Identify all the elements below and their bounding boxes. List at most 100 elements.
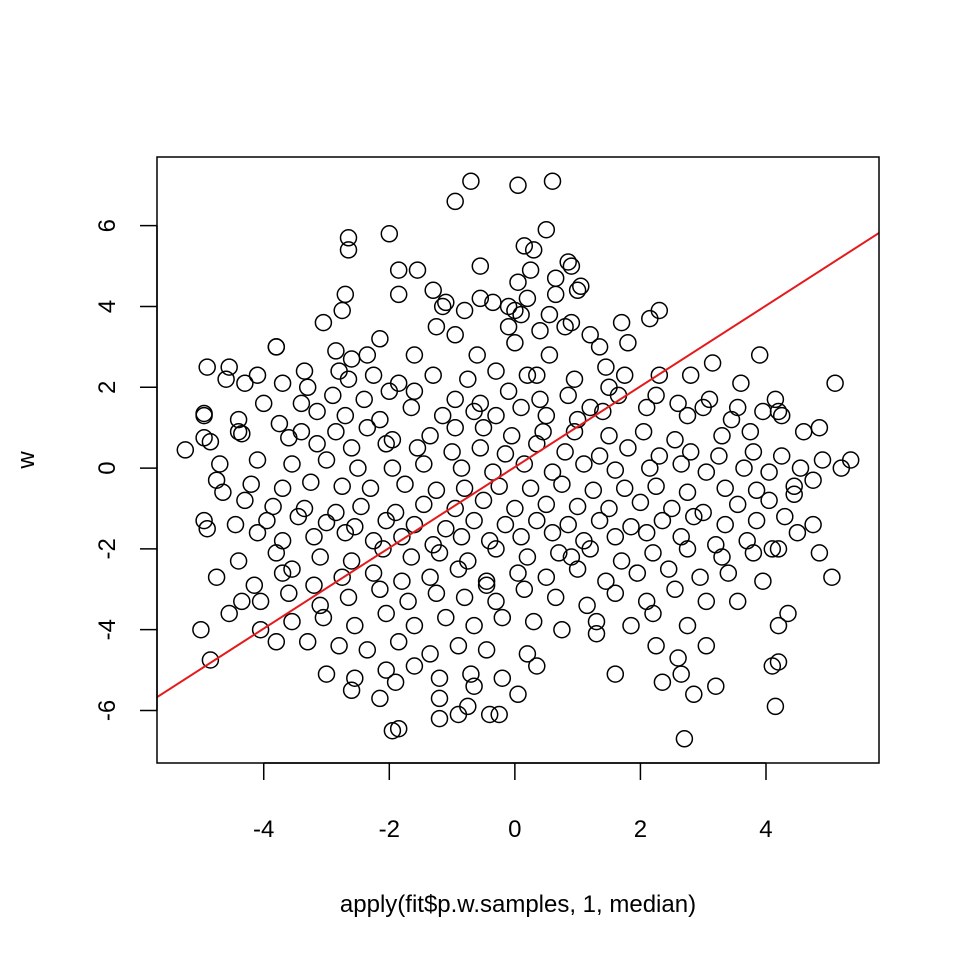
data-point — [449, 637, 468, 655]
data-point — [427, 481, 446, 500]
data-point — [518, 548, 537, 566]
data-point — [267, 633, 286, 651]
data-point — [465, 677, 483, 695]
data-point — [575, 455, 593, 473]
data-point — [427, 317, 446, 336]
data-point — [509, 176, 527, 195]
data-point — [245, 576, 264, 594]
data-point — [267, 544, 286, 562]
data-point — [697, 592, 716, 611]
data-point — [327, 503, 345, 522]
data-point — [728, 398, 747, 417]
data-point — [766, 390, 785, 409]
data-point — [302, 473, 320, 491]
data-point — [681, 366, 700, 384]
data-point — [637, 398, 656, 417]
data-point — [273, 564, 292, 582]
data-point — [678, 483, 697, 502]
data-point — [236, 374, 254, 392]
data-point — [499, 382, 518, 401]
data-point — [741, 422, 760, 441]
data-point — [396, 475, 414, 493]
data-point — [342, 681, 361, 700]
data-point — [361, 479, 380, 498]
data-point — [641, 459, 659, 477]
data-point — [823, 568, 841, 586]
data-point — [672, 455, 690, 473]
data-point — [694, 398, 712, 417]
data-point — [568, 410, 587, 429]
data-point — [405, 382, 424, 401]
data-point — [346, 616, 364, 635]
y-tick-label: 6 — [94, 219, 121, 232]
data-point — [537, 495, 556, 514]
data-point — [540, 305, 559, 324]
data-point — [405, 657, 424, 675]
data-point — [280, 584, 298, 603]
data-point — [647, 477, 665, 496]
data-point — [597, 358, 615, 376]
data-point — [766, 697, 785, 716]
y-axis: -6 -4 -2 0 2 4 6 — [94, 219, 158, 721]
data-point — [562, 257, 581, 275]
data-point — [389, 285, 408, 304]
data-point — [493, 669, 512, 687]
data-point — [459, 552, 477, 570]
data-point — [509, 564, 527, 582]
data-point — [377, 435, 395, 453]
data-point — [471, 257, 490, 275]
data-point — [713, 427, 731, 445]
data-point — [685, 685, 703, 704]
data-point — [176, 441, 195, 459]
data-point — [769, 540, 788, 558]
data-point — [336, 523, 355, 542]
data-point — [524, 241, 543, 259]
data-point — [254, 394, 273, 413]
y-tick-label: 2 — [94, 381, 121, 394]
data-point — [537, 406, 556, 425]
data-point — [502, 427, 521, 445]
data-point — [581, 326, 599, 344]
data-point — [581, 398, 599, 417]
data-point — [201, 433, 220, 451]
data-point — [528, 366, 546, 384]
data-point — [317, 451, 336, 469]
data-point — [653, 673, 672, 691]
data-point — [251, 620, 270, 639]
data-point — [606, 461, 625, 479]
data-point — [515, 455, 534, 473]
data-point — [832, 459, 851, 477]
data-point — [722, 410, 741, 429]
data-point — [634, 422, 653, 441]
data-point — [509, 685, 527, 704]
data-point — [437, 608, 455, 627]
data-point — [324, 386, 342, 405]
data-point — [647, 637, 665, 655]
data-point — [590, 447, 609, 465]
data-point — [430, 709, 449, 728]
data-point — [678, 540, 697, 558]
data-point — [233, 424, 251, 443]
x-axis: -4 -2 0 2 4 — [253, 762, 773, 843]
data-point — [565, 370, 584, 388]
data-point — [389, 719, 408, 738]
data-point — [703, 354, 722, 372]
data-point — [311, 596, 329, 615]
x-tick-label: 4 — [759, 816, 772, 843]
data-point — [465, 402, 483, 421]
data-point — [217, 370, 235, 388]
data-point — [233, 592, 251, 611]
data-point — [512, 398, 530, 417]
data-point — [424, 281, 442, 300]
data-point — [389, 374, 408, 392]
data-point — [650, 447, 669, 465]
data-point — [622, 517, 640, 536]
data-point — [612, 552, 631, 570]
data-point — [531, 390, 549, 409]
data-point — [207, 568, 226, 586]
data-point — [364, 366, 383, 384]
data-point — [587, 612, 606, 631]
data-point — [506, 334, 524, 352]
data-point — [791, 459, 810, 477]
data-point — [490, 705, 508, 724]
